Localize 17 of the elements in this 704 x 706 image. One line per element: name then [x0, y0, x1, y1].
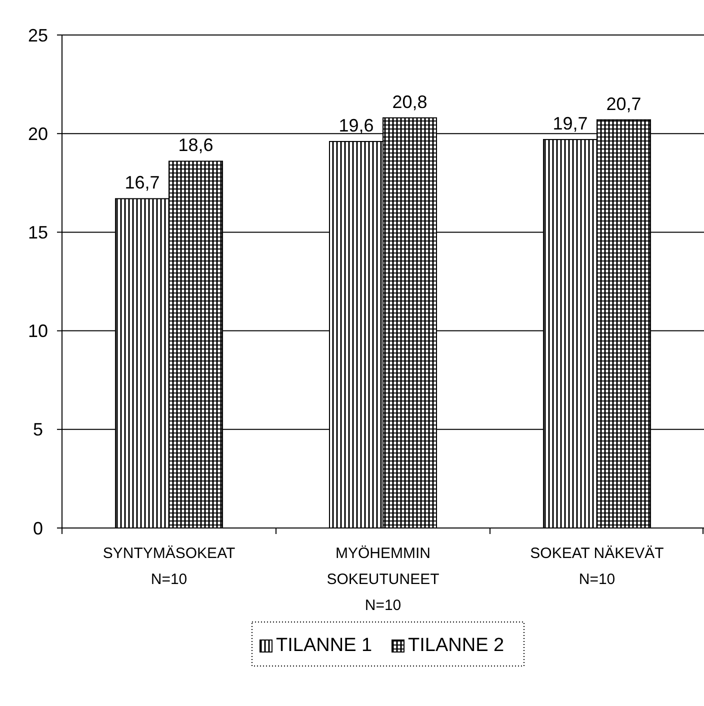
data-label: 20,8: [392, 92, 428, 112]
data-label: 19,6: [338, 115, 374, 136]
data-label: 18,6: [178, 135, 214, 156]
x-tick-label: SOKEAT NÄKEVÄT N=10: [530, 545, 664, 588]
y-tick-label: 5: [32, 420, 44, 440]
legend-label: TILANNE 1: [276, 635, 372, 656]
data-label: 16,7: [124, 172, 160, 193]
y-tick-label: 10: [28, 321, 48, 342]
data-label: 19,7: [552, 114, 588, 134]
data-label: 20,7: [606, 94, 642, 114]
y-tick-label: 20: [28, 124, 48, 144]
y-tick-label: 25: [28, 25, 48, 46]
x-tick-label: MYÖHEMMIN SOKEUTUNEET N=10: [326, 545, 440, 614]
legend-label: TILANNE 2: [408, 635, 504, 656]
x-tick-label: SYNTYMÄSOKEAT N=10: [102, 545, 236, 588]
y-tick-label: 0: [32, 518, 44, 538]
y-tick-label: 15: [28, 222, 48, 242]
